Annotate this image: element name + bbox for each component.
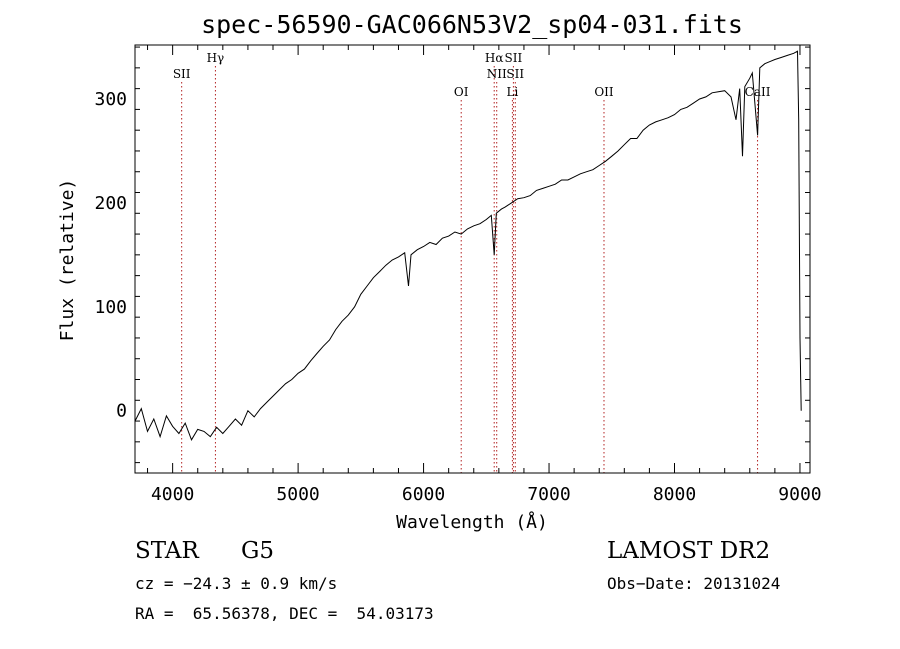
- y-axis-label: Flux (relative): [57, 179, 78, 342]
- line-marker-label: SII: [173, 67, 191, 81]
- line-marker-label: OI: [454, 85, 469, 99]
- y-tick-label: 300: [94, 89, 127, 110]
- survey-name: LAMOST DR2: [607, 538, 771, 564]
- line-marker-label: NII: [487, 67, 507, 81]
- observation-date: Obs−Date: 20131024: [607, 574, 781, 593]
- x-tick-label: 7000: [527, 484, 570, 505]
- line-marker-label: Li: [506, 85, 518, 99]
- y-tick-label: 0: [116, 401, 127, 422]
- line-marker-label: SII: [505, 51, 523, 65]
- x-tick-label: 5000: [276, 484, 319, 505]
- line-marker-label: SII: [506, 67, 524, 81]
- x-tick-label: 8000: [653, 484, 696, 505]
- x-tick-label: 9000: [778, 484, 821, 505]
- line-marker-label: Hγ: [207, 51, 225, 65]
- line-marker-label: Hα: [485, 51, 504, 65]
- y-axis: 0 100 200 300: [94, 46, 810, 464]
- line-marker-label: OII: [594, 85, 614, 99]
- x-tick-label: 4000: [151, 484, 194, 505]
- x-axis: 4000 5000 6000 7000 8000 9000: [147, 45, 822, 505]
- object-subclass: G5: [241, 538, 275, 564]
- object-class: STAR: [135, 538, 199, 564]
- spectrum-series-line: [134, 50, 802, 441]
- redshift-velocity: cz = −24.3 ± 0.9 km/s: [135, 574, 338, 593]
- x-axis-label: Wavelength (Å): [396, 511, 548, 533]
- x-tick-label: 6000: [402, 484, 445, 505]
- line-marker-label: CaII: [745, 85, 771, 99]
- chart-title: spec-56590-GAC066N53V2_sp04-031.fits: [201, 10, 743, 39]
- y-tick-label: 100: [94, 297, 127, 318]
- sky-coordinates: RA = 65.56378, DEC = 54.03173: [135, 604, 434, 623]
- plot-frame: [134, 44, 811, 474]
- y-tick-label: 200: [94, 193, 127, 214]
